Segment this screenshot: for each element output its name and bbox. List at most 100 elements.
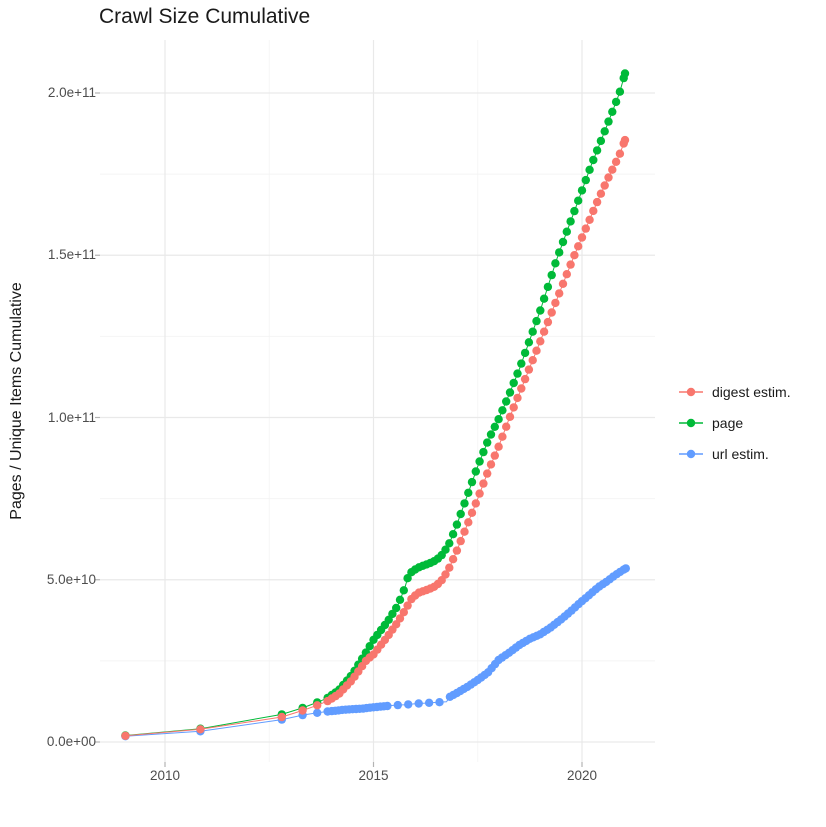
legend-label: url estim. [712, 445, 769, 462]
data-point-page [520, 348, 530, 358]
data-point-page [365, 642, 374, 651]
data-point-digest-estim [592, 197, 602, 207]
data-point-url-estim [383, 701, 392, 711]
legend-item-page: page [678, 407, 791, 438]
legend-key-icon [679, 418, 703, 427]
y-tick-label: 0.0e+00 [46, 734, 96, 749]
data-point-page [596, 136, 606, 146]
data-point-digest-estim [551, 298, 560, 308]
data-point-digest-estim [483, 469, 492, 478]
data-point-digest-estim [313, 701, 322, 710]
data-point-page [498, 406, 507, 415]
data-point-page [547, 270, 556, 280]
data-point-url-estim [424, 698, 434, 707]
data-point-digest-estim [574, 242, 583, 251]
data-point-page [539, 294, 549, 303]
legend-label: page [712, 414, 744, 431]
data-point-page [600, 127, 609, 136]
data-point-page [456, 509, 465, 519]
data-point-digest-estim [445, 563, 454, 572]
data-point-page [604, 117, 613, 126]
x-tick-label: 2010 [149, 768, 181, 783]
legend: digest estim. page url estim. [678, 376, 791, 469]
data-point-digest-estim [520, 374, 530, 384]
data-point-page [536, 306, 545, 315]
data-point-page [513, 369, 522, 378]
data-point-digest-estim [547, 308, 556, 317]
data-point-digest-estim [486, 460, 496, 469]
y-tick-label: 1.0e+11 [47, 409, 96, 425]
legend-key-icon [679, 449, 703, 458]
data-point-digest-estim [528, 356, 537, 365]
data-point-page [517, 359, 526, 368]
data-point-digest-estim [298, 706, 307, 715]
data-point-digest-estim [524, 365, 534, 374]
data-point-page [464, 488, 473, 497]
data-point-page [555, 248, 564, 257]
data-point-page [611, 97, 621, 107]
series-digest-estim [121, 135, 630, 740]
data-point-digest-estim [456, 536, 465, 546]
data-point-digest-estim [121, 731, 130, 740]
data-point-digest-estim [494, 442, 503, 451]
data-point-digest-estim [596, 189, 606, 198]
legend-key-dot [686, 387, 696, 396]
data-point-digest-estim [539, 327, 549, 336]
data-point-url-estim [393, 700, 402, 710]
data-point-digest-estim [608, 165, 617, 174]
data-point-digest-estim [566, 260, 575, 269]
x-tick-label: 2015 [358, 768, 389, 783]
data-point-page [395, 595, 405, 604]
data-point-digest-estim [464, 518, 473, 527]
data-point-digest-estim [277, 712, 286, 722]
data-point-digest-estim [536, 337, 545, 346]
data-point-digest-estim [562, 270, 571, 279]
data-point-url-estim [404, 700, 413, 709]
data-point-digest-estim [585, 215, 594, 224]
data-point-digest-estim [505, 412, 515, 421]
data-point-digest-estim [543, 317, 553, 327]
data-point-page [589, 155, 598, 165]
data-point-page [566, 217, 575, 226]
data-point-url-estim [621, 564, 630, 573]
data-point-digest-estim [471, 499, 480, 508]
data-point-page [403, 574, 412, 583]
data-point-page [551, 259, 560, 268]
data-point-digest-estim [498, 432, 507, 441]
chart-title: Crawl Size Cumulative [99, 5, 311, 28]
data-point-page [467, 477, 477, 487]
legend-label: digest estim. [712, 383, 791, 400]
y-tick-label: 5.0e+10 [46, 571, 96, 587]
data-point-digest-estim [448, 555, 458, 564]
data-point-digest-estim [589, 206, 598, 216]
data-point-page [543, 282, 553, 292]
data-point-digest-estim [490, 451, 499, 460]
legend-item-digest-estim: digest estim. [678, 376, 791, 407]
data-point-page [574, 196, 583, 205]
legend-key-icon [679, 387, 703, 396]
data-point-digest-estim [403, 601, 412, 610]
data-point-page [475, 457, 484, 466]
legend-item-url-estim: url estim. [678, 438, 791, 469]
axis-ticks [95, 92, 583, 767]
data-point-url-estim [435, 698, 444, 707]
data-point-digest-estim [509, 403, 518, 412]
data-point-page [524, 338, 534, 347]
data-point-page [608, 107, 617, 117]
data-point-digest-estim [460, 527, 469, 536]
data-point-digest-estim [196, 725, 205, 734]
data-point-digest-estim [479, 479, 488, 488]
legend-key-dot [686, 418, 696, 427]
y-tick-label: 1.5e+11 [47, 247, 96, 263]
data-point-page [471, 467, 480, 476]
data-point-page [505, 388, 515, 397]
data-point-digest-estim [555, 289, 564, 298]
data-point-digest-estim [502, 422, 511, 431]
data-point-page [562, 227, 571, 236]
data-point-page [486, 430, 496, 439]
data-point-digest-estim [475, 489, 484, 498]
data-point-page [620, 69, 630, 78]
data-point-page [460, 499, 469, 508]
data-point-page [528, 327, 537, 336]
